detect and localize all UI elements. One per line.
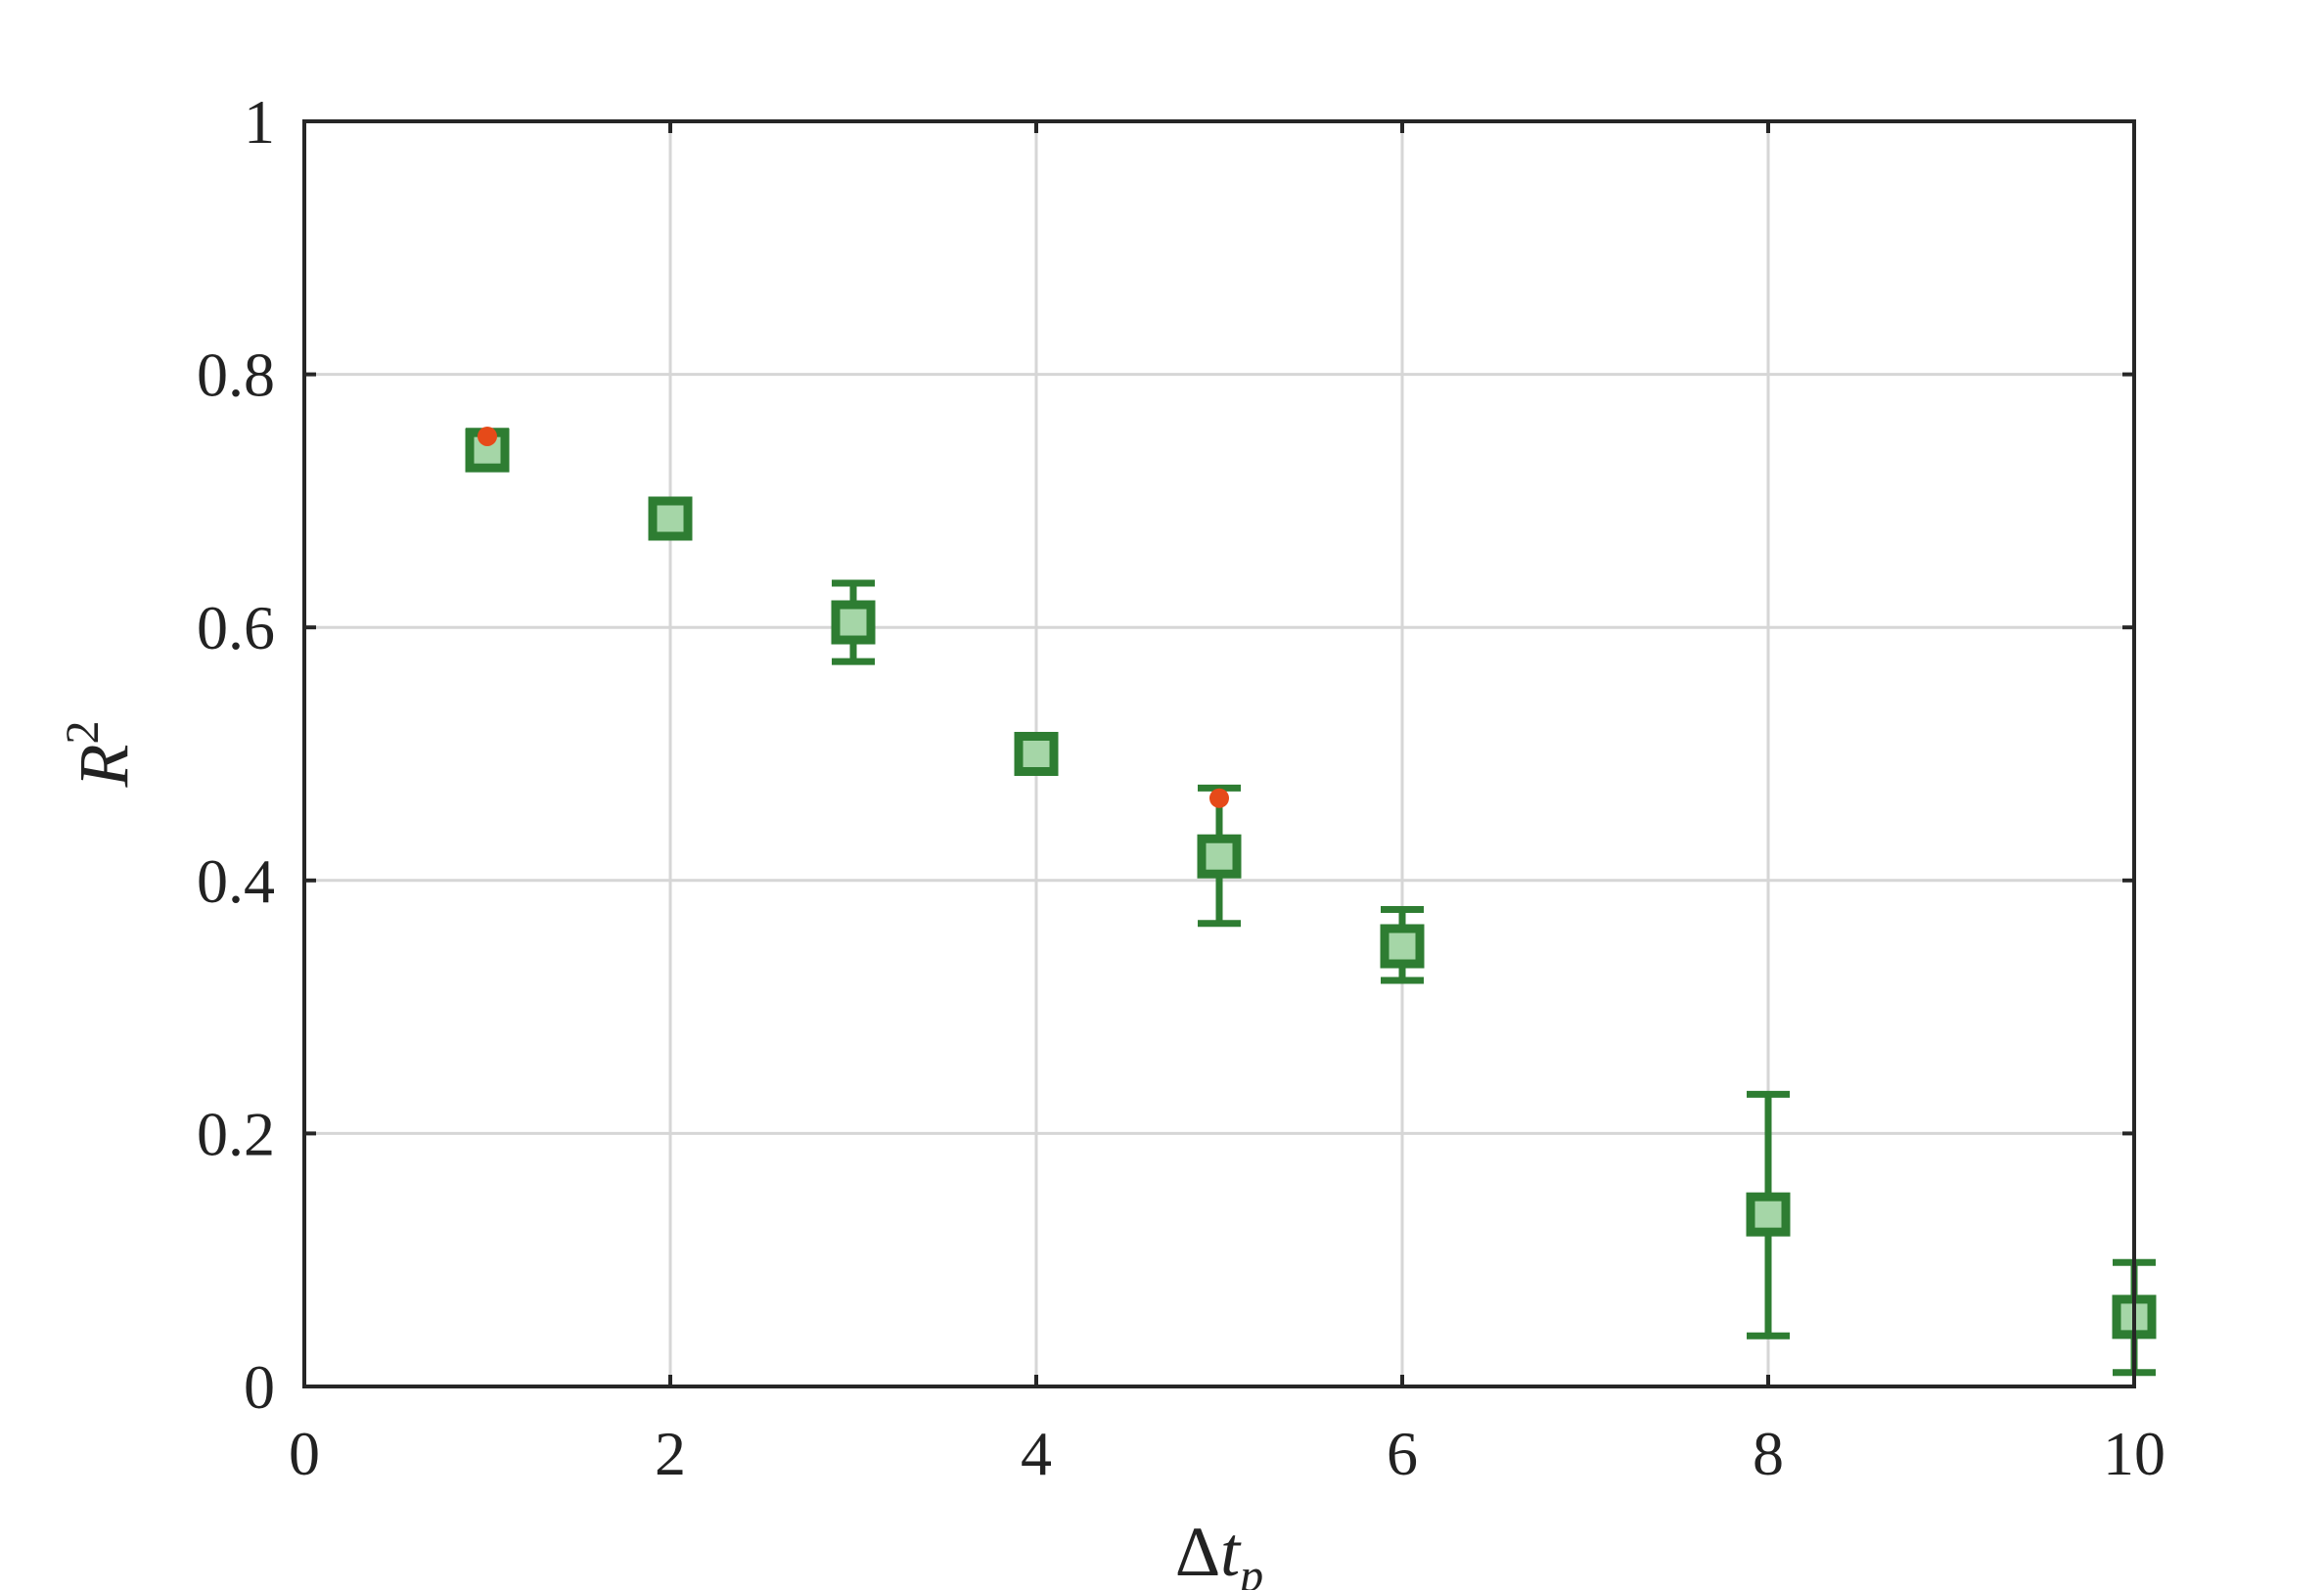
data-point-square bbox=[831, 600, 876, 645]
x-tick-label: 6 bbox=[1387, 1419, 1418, 1488]
y-tick-label: 0 bbox=[244, 1352, 275, 1422]
y-tick-label: 0.4 bbox=[197, 846, 275, 916]
data-point-dot bbox=[1209, 788, 1229, 808]
y-tick-label: 0.6 bbox=[197, 593, 275, 662]
grid bbox=[304, 121, 2134, 1386]
data-point-square bbox=[1380, 924, 1425, 969]
tick-labels: 0 2 4 6 8 10 0 0.2 0.4 0.6 0.8 1 bbox=[197, 87, 2165, 1488]
x-tick-label: 0 bbox=[289, 1419, 320, 1488]
x-axis-title: Δtp bbox=[1175, 1513, 1263, 1590]
x-tick-label: 4 bbox=[1021, 1419, 1052, 1488]
data-point-square bbox=[648, 496, 693, 541]
data-point-dot bbox=[478, 426, 497, 446]
y-tick-label: 1 bbox=[244, 87, 275, 157]
data-point-square bbox=[1014, 732, 1059, 776]
data-point-square bbox=[1746, 1192, 1791, 1237]
y-tick-label: 0.8 bbox=[197, 341, 275, 410]
y-axis-title-sup: 2 bbox=[57, 721, 109, 745]
x-tick-label: 2 bbox=[655, 1419, 686, 1488]
y-tick-label: 0.2 bbox=[197, 1099, 275, 1168]
y-axis-title-r: R bbox=[65, 745, 143, 789]
data-point-square bbox=[1197, 834, 1242, 879]
x-axis-title-sub: p bbox=[1237, 1550, 1263, 1590]
x-axis-title-delta: Δ bbox=[1175, 1513, 1220, 1590]
axis-ticks bbox=[302, 119, 2136, 1388]
x-tick-label: 8 bbox=[1753, 1419, 1784, 1488]
x-axis-title-t: t bbox=[1220, 1513, 1242, 1590]
data-marks bbox=[465, 426, 2157, 1377]
x-tick-label: 10 bbox=[2103, 1419, 2165, 1488]
y-axis-title: R2 bbox=[57, 721, 143, 789]
plot-frame bbox=[302, 119, 2136, 1388]
